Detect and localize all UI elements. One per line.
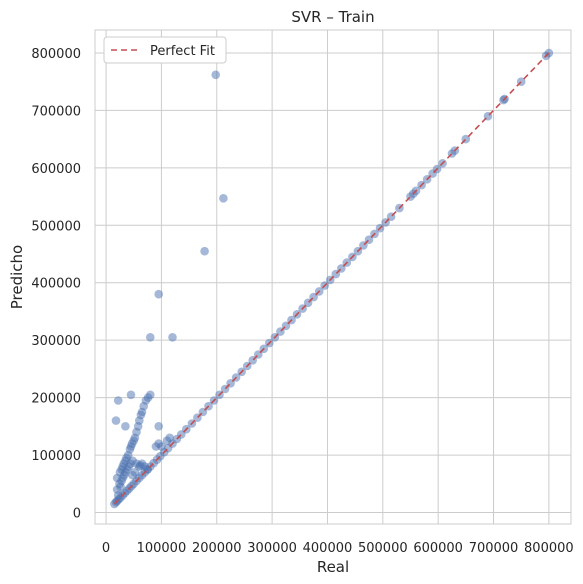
x-tick-label: 300000 <box>247 541 297 556</box>
data-point <box>111 416 121 425</box>
y-tick-label: 100000 <box>31 449 81 464</box>
data-point <box>165 433 174 443</box>
data-point <box>168 333 177 342</box>
chart-title: SVR – Train <box>291 8 374 26</box>
data-point <box>136 461 145 470</box>
data-point <box>146 390 155 400</box>
data-point <box>130 468 140 477</box>
data-point <box>113 396 123 405</box>
y-tick-label: 800000 <box>31 47 81 62</box>
legend: Perfect Fit <box>103 36 227 64</box>
x-tick-label: 700000 <box>469 541 519 556</box>
y-tick-label: 600000 <box>31 162 81 177</box>
data-point <box>219 194 228 203</box>
y-tick-label: 400000 <box>31 277 81 292</box>
x-tick-labels: 0 100000 200000 300000 400000 500000 600000 700… <box>102 541 574 556</box>
x-tick-label: 0 <box>102 541 110 556</box>
data-point <box>200 246 209 256</box>
y-tick-label: 200000 <box>31 392 81 407</box>
data-point <box>126 390 136 400</box>
perfect-fit-line <box>113 52 550 505</box>
x-tick-label: 800000 <box>524 541 574 556</box>
y-axis-label: Predicho <box>8 245 26 309</box>
x-tick-label: 600000 <box>413 541 463 556</box>
y-tick-label: 500000 <box>31 219 81 234</box>
y-tick-labels: 0 100000 200000 300000 400000 500000 600000 700… <box>31 47 81 522</box>
y-tick-label: 700000 <box>31 104 81 119</box>
data-point <box>157 442 166 451</box>
data-point <box>154 289 163 299</box>
x-tick-label: 200000 <box>192 541 242 556</box>
x-tick-label: 500000 <box>358 541 408 556</box>
data-point <box>154 422 163 431</box>
x-tick-label: 400000 <box>303 541 353 556</box>
data-point <box>121 422 130 431</box>
data-point <box>211 70 220 80</box>
data-point <box>146 333 155 342</box>
x-tick-label: 100000 <box>137 541 187 556</box>
plot-frame <box>94 29 572 525</box>
y-tick-label: 0 <box>73 507 81 522</box>
legend-box <box>103 36 227 64</box>
x-axis-label: Real <box>317 558 349 576</box>
data-point <box>113 491 123 500</box>
y-tick-label: 300000 <box>31 334 81 349</box>
legend-label: Perfect Fit <box>150 44 215 59</box>
